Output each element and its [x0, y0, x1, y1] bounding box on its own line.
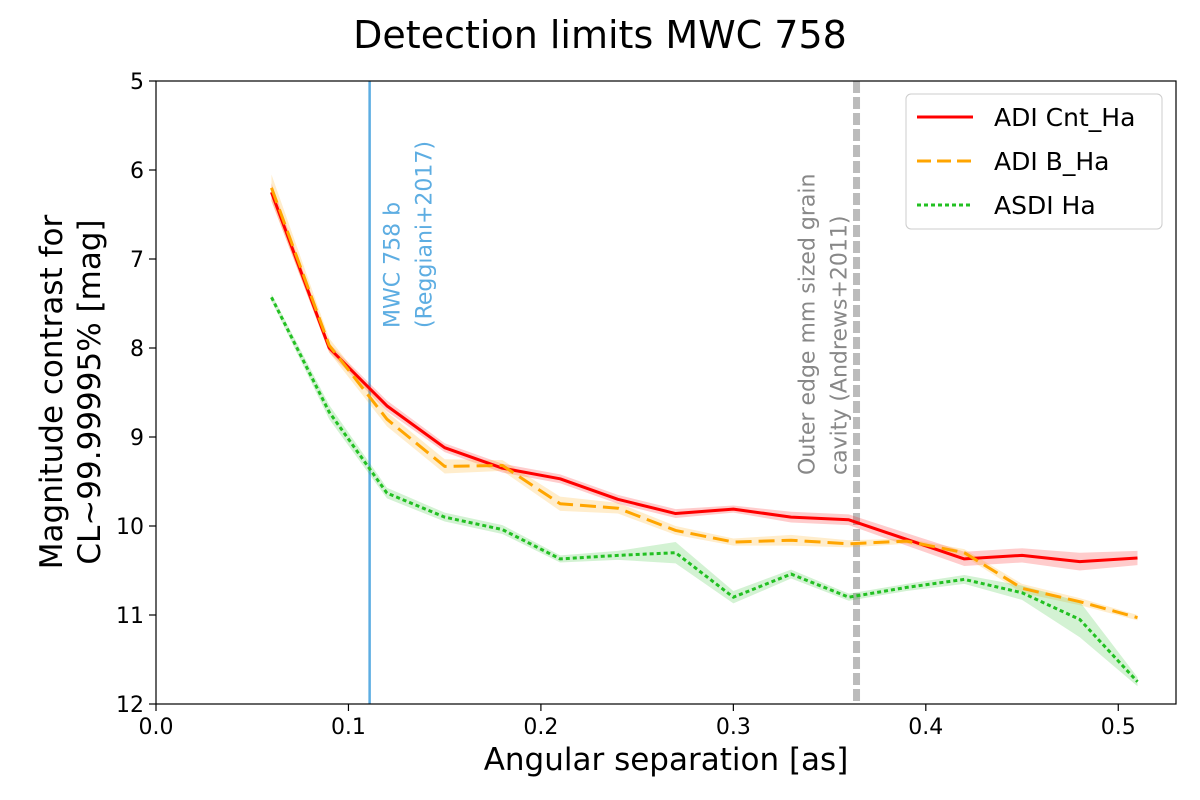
- y-tick-label: 5: [130, 70, 144, 95]
- legend-box: [905, 93, 1163, 230]
- legend-label-asdi-ha: ASDI Ha: [994, 191, 1096, 220]
- x-tick-label: 0.1: [331, 715, 366, 740]
- legend-label-adi-b-ha: ADI B_Ha: [994, 147, 1109, 176]
- y-tick-label: 7: [130, 248, 144, 273]
- x-tick-label: 0.5: [1101, 715, 1136, 740]
- y-tick-label: 11: [116, 604, 144, 629]
- y-tick-label: 12: [116, 693, 144, 718]
- asdi-ha-line: [270, 296, 1139, 683]
- reference-line-2-label-line2: cavity (Andrews+2011): [828, 216, 853, 475]
- x-axis-label: Angular separation [as]: [484, 742, 849, 778]
- y-axis-label-line1: Magnitude contrast for: [34, 215, 70, 570]
- y-tick-label: 10: [116, 515, 144, 540]
- chart-title: Detection limits MWC 758: [353, 13, 847, 57]
- adi-b-ha-line: [270, 187, 1138, 620]
- plot-area: [270, 81, 1139, 704]
- y-tick-label: 8: [130, 337, 144, 362]
- reference-line-1-label-line1: MWC 758 b: [381, 202, 406, 328]
- axes-frame: [155, 80, 1177, 705]
- axis-ticks: 0.0 0.1 0.2 0.3 0.4 0.5 5 6 7 8 9 10 11 12: [116, 70, 1136, 740]
- y-tick-label: 9: [130, 426, 144, 451]
- adi-cnt-ha-line: [270, 191, 1138, 564]
- x-tick-label: 0.0: [139, 715, 174, 740]
- legend: ADI Cnt_Ha ADI B_Ha ASDI Ha: [905, 93, 1163, 230]
- reference-line-labels: MWC 758 b (Reggiani+2017) Outer edge mm si…: [381, 141, 853, 475]
- x-tick-label: 0.2: [523, 715, 558, 740]
- legend-label-adi-cnt-ha: ADI Cnt_Ha: [994, 103, 1135, 132]
- reference-line-2-label-line1: Outer edge mm sized grain: [796, 174, 821, 475]
- y-tick-label: 6: [130, 159, 144, 184]
- x-tick-label: 0.3: [716, 715, 751, 740]
- reference-line-1-label-line2: (Reggiani+2017): [413, 141, 438, 328]
- x-tick-label: 0.4: [908, 715, 943, 740]
- asdi-ha-band: [271, 293, 1138, 687]
- y-axis-label-line2: CL~99.99995% [mag]: [72, 219, 108, 564]
